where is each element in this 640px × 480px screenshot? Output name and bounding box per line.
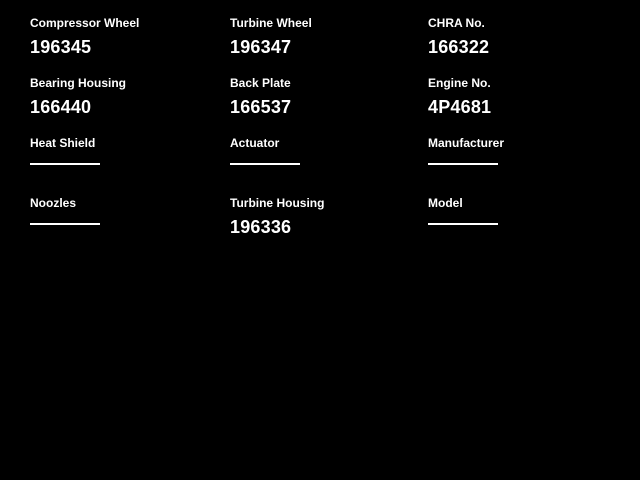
field-manufacturer: Manufacturer — [428, 136, 610, 196]
field-value: 4P4681 — [428, 97, 492, 117]
field-value: 196345 — [30, 37, 92, 57]
field-value: 196347 — [230, 37, 292, 57]
field-heat-shield: Heat Shield — [30, 136, 230, 196]
field-value-empty — [230, 163, 428, 183]
field-label: Model — [428, 196, 463, 210]
field-back-plate: Back Plate 166537 — [230, 76, 428, 136]
field-value: 166537 — [230, 97, 292, 117]
field-compressor-wheel: Compressor Wheel 196345 — [30, 16, 230, 76]
field-value-empty — [30, 163, 230, 183]
field-label: Actuator — [230, 136, 280, 150]
field-label: Turbine Housing — [230, 196, 325, 210]
field-label: Heat Shield — [30, 136, 96, 150]
spec-grid: Compressor Wheel 196345 Turbine Wheel 1963… — [30, 16, 610, 256]
field-label: Turbine Wheel — [230, 16, 312, 30]
field-label: Bearing Housing — [30, 76, 127, 90]
field-actuator: Actuator — [230, 136, 428, 196]
field-noozles: Noozles — [30, 196, 230, 256]
field-bearing-housing: Bearing Housing 166440 — [30, 76, 230, 136]
field-value-empty — [428, 223, 610, 243]
field-value: 166440 — [30, 97, 92, 117]
field-turbine-wheel: Turbine Wheel 196347 — [230, 16, 428, 76]
field-engine-no: Engine No. 4P4681 — [428, 76, 610, 136]
field-value-empty — [30, 223, 230, 243]
field-value: 196336 — [230, 217, 292, 237]
field-value-empty — [428, 163, 610, 183]
field-label: CHRA No. — [428, 16, 485, 30]
field-label: Compressor Wheel — [30, 16, 140, 30]
field-label: Noozles — [30, 196, 77, 210]
field-label: Back Plate — [230, 76, 291, 90]
field-turbine-housing: Turbine Housing 196336 — [230, 196, 428, 256]
field-label: Engine No. — [428, 76, 491, 90]
field-label: Manufacturer — [428, 136, 505, 150]
field-model: Model — [428, 196, 610, 256]
field-value: 166322 — [428, 37, 490, 57]
field-chra-no: CHRA No. 166322 — [428, 16, 610, 76]
